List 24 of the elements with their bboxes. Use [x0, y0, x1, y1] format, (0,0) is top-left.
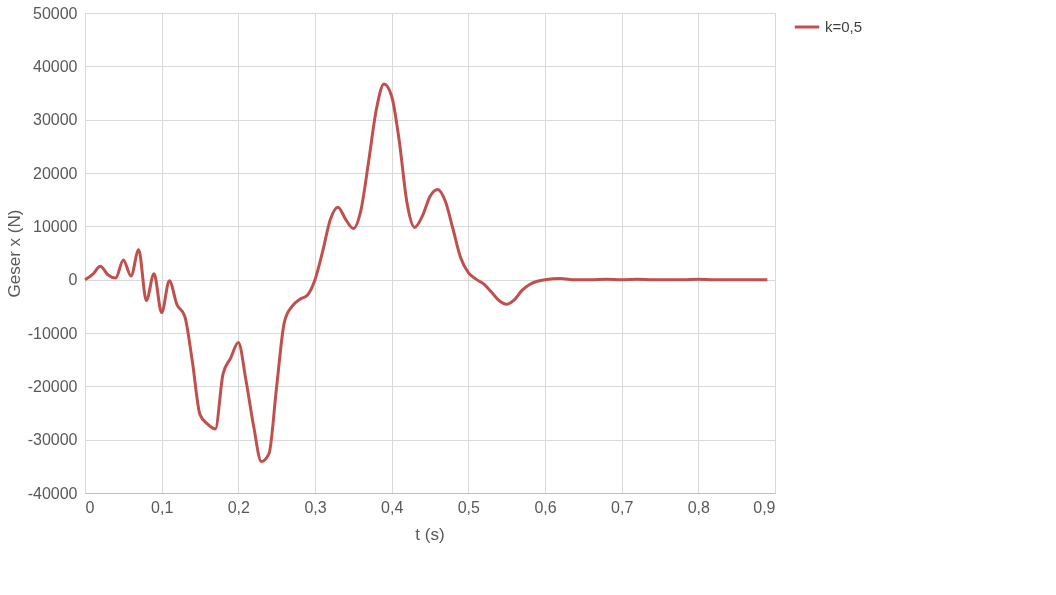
line-series	[83, 82, 769, 464]
x-tick-label: 0,9	[753, 498, 776, 516]
y-tick-label: -10000	[27, 324, 78, 342]
x-tick-label: 0,4	[381, 498, 404, 516]
legend-label: k=0,5	[825, 18, 863, 35]
x-tick-label: 0,3	[304, 498, 327, 516]
x-tick-label: 0,8	[687, 498, 711, 516]
y-tick-label: -30000	[27, 431, 78, 449]
x-axis-title: t (s)	[415, 525, 445, 544]
x-tick-label: 0,6	[534, 498, 557, 516]
y-tick-label: -20000	[27, 377, 78, 395]
y-axis-title: Geser x (N)	[4, 209, 24, 298]
y-tick-label: 10000	[33, 217, 78, 235]
x-tick-label: 0,2	[227, 498, 251, 516]
y-tick-label: 20000	[33, 164, 78, 182]
y-tick-label: 50000	[33, 4, 78, 22]
y-tick-label: 40000	[33, 57, 78, 75]
x-tick-label: 0,5	[457, 498, 481, 516]
y-tick-label: -40000	[27, 484, 78, 502]
x-tick-label: 0,1	[151, 498, 174, 516]
x-tick-label: 0	[85, 498, 95, 516]
x-tick-label: 0,7	[611, 498, 634, 516]
y-tick-label: 0	[68, 271, 78, 289]
y-tick-label: 30000	[33, 111, 78, 129]
